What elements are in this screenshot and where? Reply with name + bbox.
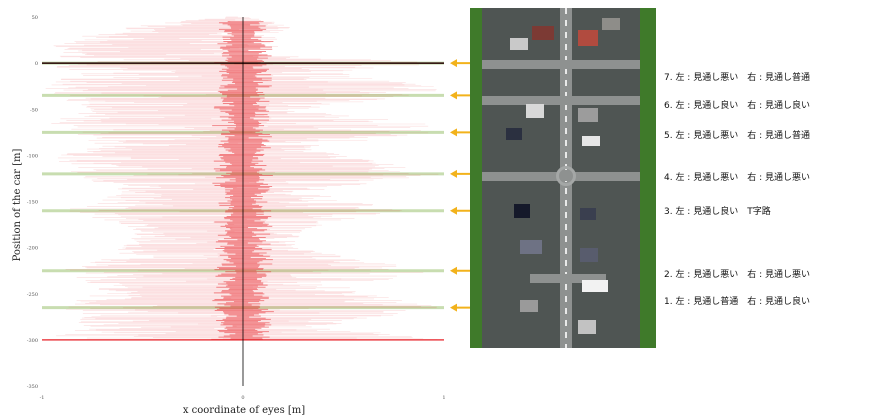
x-tick-label: 1 xyxy=(442,395,445,401)
y-tick-label: -50 xyxy=(30,107,38,113)
y-tick-label: 50 xyxy=(32,15,38,21)
arrow-head-left xyxy=(450,206,457,215)
y-tick-label: -350 xyxy=(27,384,38,390)
building xyxy=(602,18,620,30)
cross-road xyxy=(482,96,640,105)
y-tick-label: 0 xyxy=(35,61,38,67)
building xyxy=(580,248,598,262)
building xyxy=(578,108,598,122)
arrow-head-left xyxy=(450,59,457,68)
arrow-head-left xyxy=(450,303,457,312)
y-tick-label: -100 xyxy=(27,153,38,159)
y-tick-label: -300 xyxy=(27,338,38,344)
data-cloud xyxy=(42,16,444,341)
building xyxy=(578,30,598,46)
y-tick-label: -250 xyxy=(27,292,38,298)
y-tick-labels: 50 0 -50 -100 -150 -200 -250 -300 -350 xyxy=(27,15,38,390)
arrow-head-left xyxy=(450,91,457,100)
aerial-map xyxy=(470,8,656,348)
building xyxy=(520,300,538,312)
cross-road xyxy=(482,60,640,69)
arrow-head-left xyxy=(450,169,457,178)
y-tick-label: -150 xyxy=(27,200,38,206)
arrow-head-left xyxy=(450,266,457,275)
building xyxy=(578,320,596,334)
x-tick-labels: -1 0 1 xyxy=(40,395,446,401)
x-axis-label: x coordinate of eyes [m] xyxy=(183,405,305,416)
building xyxy=(582,136,600,146)
roundabout xyxy=(556,166,576,186)
arrow-head-left xyxy=(450,128,457,137)
grass-strip-left xyxy=(470,8,482,348)
building xyxy=(582,280,608,292)
x-tick-label: 0 xyxy=(241,395,244,401)
building xyxy=(520,240,542,254)
x-tick-label: -1 xyxy=(40,395,45,401)
building xyxy=(514,204,530,218)
grass-strip-right xyxy=(640,8,656,348)
building xyxy=(532,26,554,40)
building xyxy=(506,128,522,140)
building xyxy=(580,208,596,220)
building xyxy=(526,104,544,118)
y-axis-label: Position of the car [m] xyxy=(12,149,23,262)
y-tick-label: -200 xyxy=(27,246,38,252)
axes xyxy=(42,17,444,386)
building xyxy=(510,38,528,50)
cross-road xyxy=(530,274,606,283)
